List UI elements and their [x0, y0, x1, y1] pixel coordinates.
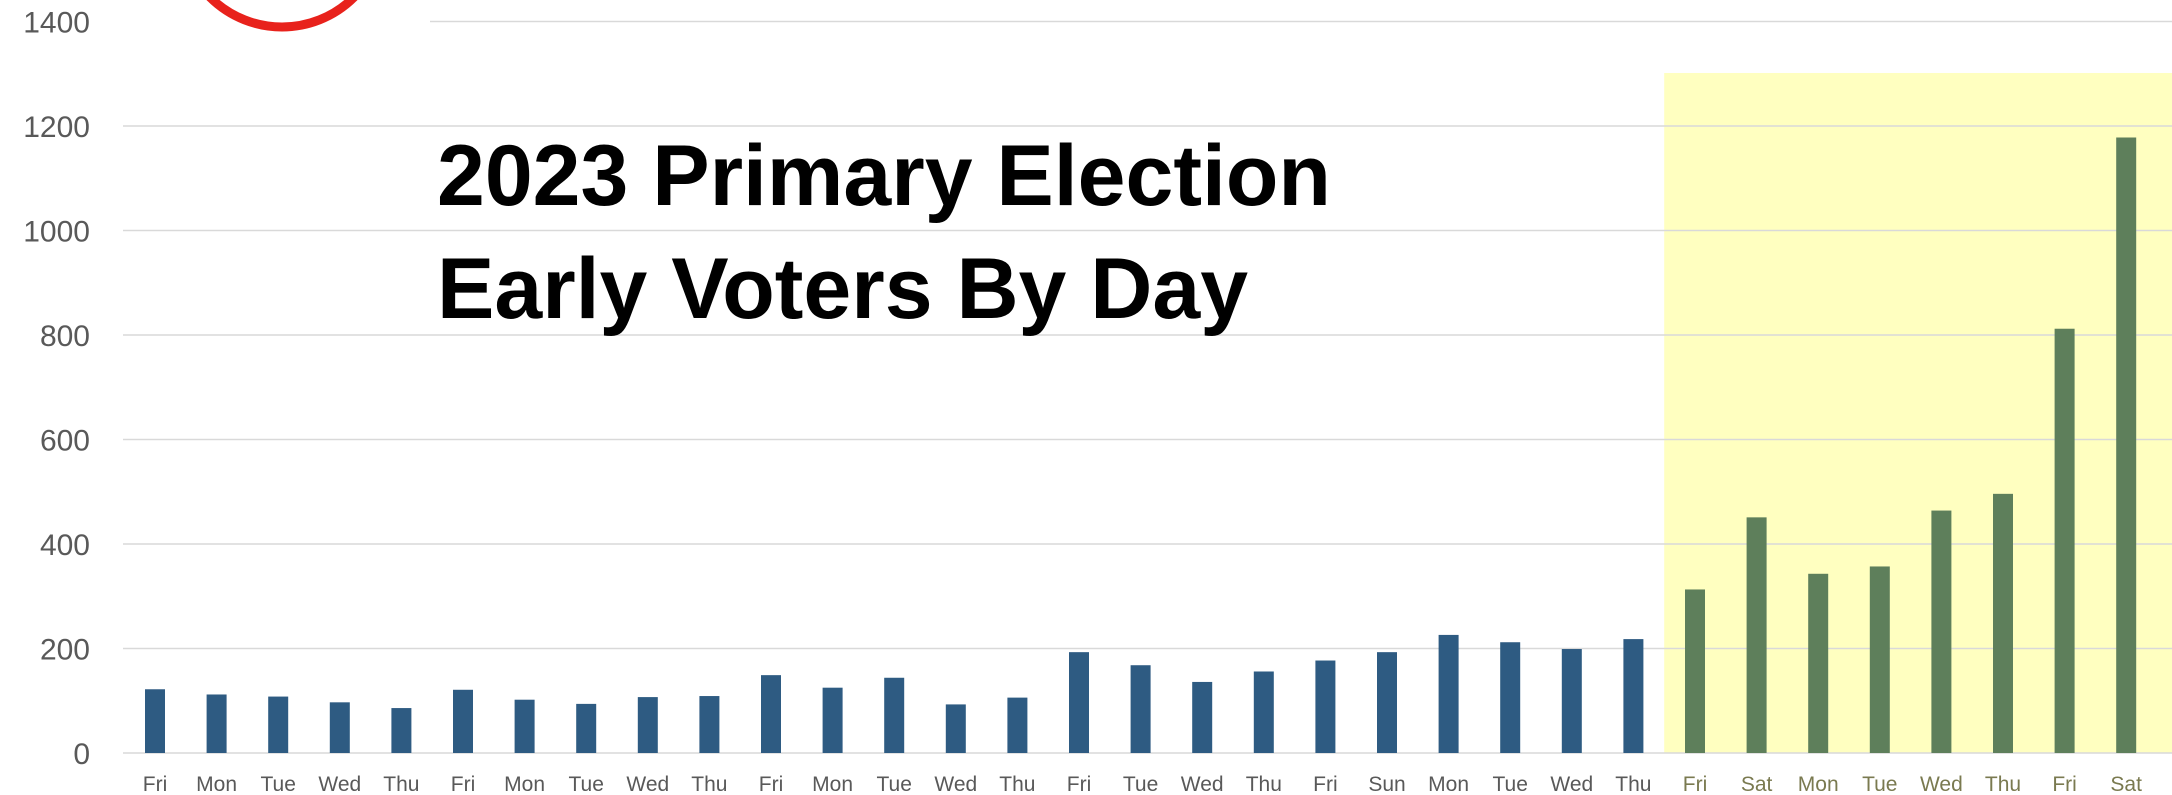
bar [1993, 493, 2013, 753]
bar [391, 708, 412, 753]
bar [2054, 328, 2075, 753]
x-tick-label: Tue [876, 773, 911, 795]
x-tick-label: Sat [2110, 773, 2142, 795]
x-tick-label: Wed [318, 773, 361, 795]
x-tick-label: Wed [1920, 773, 1963, 795]
x-tick-label: Thu [999, 773, 1035, 795]
x-tick-label: Mon [504, 773, 545, 795]
bar [268, 696, 289, 753]
x-tick-label: Mon [812, 773, 853, 795]
x-tick-label: Fri [451, 773, 476, 795]
bar [453, 689, 473, 753]
x-tick-label: Tue [1123, 773, 1158, 795]
y-tick-label: 1000 [23, 216, 90, 249]
bar [1685, 589, 1705, 753]
chart-title-line-2: Early Voters By Day [437, 241, 1248, 337]
x-tick-label: Tue [568, 773, 603, 795]
y-tick-label: 200 [40, 634, 90, 667]
bar [514, 699, 535, 753]
x-tick-label: Fri [1313, 773, 1338, 795]
grid-lines [123, 20, 2172, 754]
x-tick-label: Thu [1615, 773, 1651, 795]
bar [1007, 697, 1028, 753]
bar [206, 694, 227, 753]
bar [761, 675, 781, 753]
y-tick-label: 0 [73, 738, 90, 771]
bar [1438, 634, 1459, 753]
chart-title-line-1: 2023 Primary Election [437, 128, 1331, 224]
bar [329, 702, 350, 753]
x-tick-label: Fri [1067, 773, 1092, 795]
x-axis-ticks: Fri Mon Tue Wed Thu Fri Mon Tue Wed Thu Fri Mon Tue W… [143, 773, 2142, 795]
y-axis-ticks: 0 200 400 600 800 1000 1200 1400 [23, 7, 90, 772]
y-tick-label: 1200 [23, 111, 90, 144]
bar [1315, 660, 1336, 753]
x-tick-label: Fri [2052, 773, 2077, 795]
x-tick-label: Mon [1428, 773, 1469, 795]
x-tick-label: Thu [1985, 773, 2021, 795]
x-tick-label: Wed [934, 773, 977, 795]
bar [637, 697, 658, 753]
x-tick-label: Sat [1741, 773, 1773, 795]
bar [699, 696, 720, 753]
bars [145, 137, 2137, 753]
bar [1069, 652, 1089, 753]
x-tick-label: Tue [1862, 773, 1897, 795]
x-tick-label: Mon [196, 773, 237, 795]
bar [884, 677, 905, 753]
bar [945, 704, 966, 753]
x-tick-label: Fri [759, 773, 784, 795]
y-tick-label: 800 [40, 320, 90, 353]
bar [1561, 649, 1582, 753]
x-tick-label: Thu [1246, 773, 1282, 795]
x-tick-label: Fri [143, 773, 168, 795]
x-tick-label: Wed [626, 773, 669, 795]
x-tick-label: Thu [383, 773, 419, 795]
x-tick-label: Tue [1492, 773, 1527, 795]
highlight-band [1664, 73, 2172, 753]
x-tick-label: Mon [1798, 773, 1839, 795]
logo [206, 0, 358, 32]
bar [1253, 671, 1274, 753]
bar [822, 687, 843, 753]
bar [145, 689, 165, 753]
x-tick-label: Fri [1683, 773, 1708, 795]
x-tick-label: Tue [260, 773, 295, 795]
bar [1869, 566, 1890, 753]
y-tick-label: 1400 [23, 7, 90, 40]
bar [2116, 137, 2137, 753]
x-tick-label: Wed [1550, 773, 1593, 795]
bar [1130, 665, 1151, 753]
bar [1746, 517, 1767, 753]
x-tick-label: Wed [1181, 773, 1224, 795]
bar [1377, 652, 1397, 753]
bar [1931, 510, 1952, 753]
bar [1808, 573, 1829, 753]
bar [1192, 681, 1213, 753]
y-tick-label: 400 [40, 529, 90, 562]
bar [1623, 639, 1644, 753]
bar [1500, 642, 1521, 753]
x-tick-label: Sun [1368, 773, 1405, 795]
y-tick-label: 600 [40, 425, 90, 458]
logo-ring [206, 0, 358, 32]
x-tick-label: Thu [691, 773, 727, 795]
bar [576, 703, 597, 753]
